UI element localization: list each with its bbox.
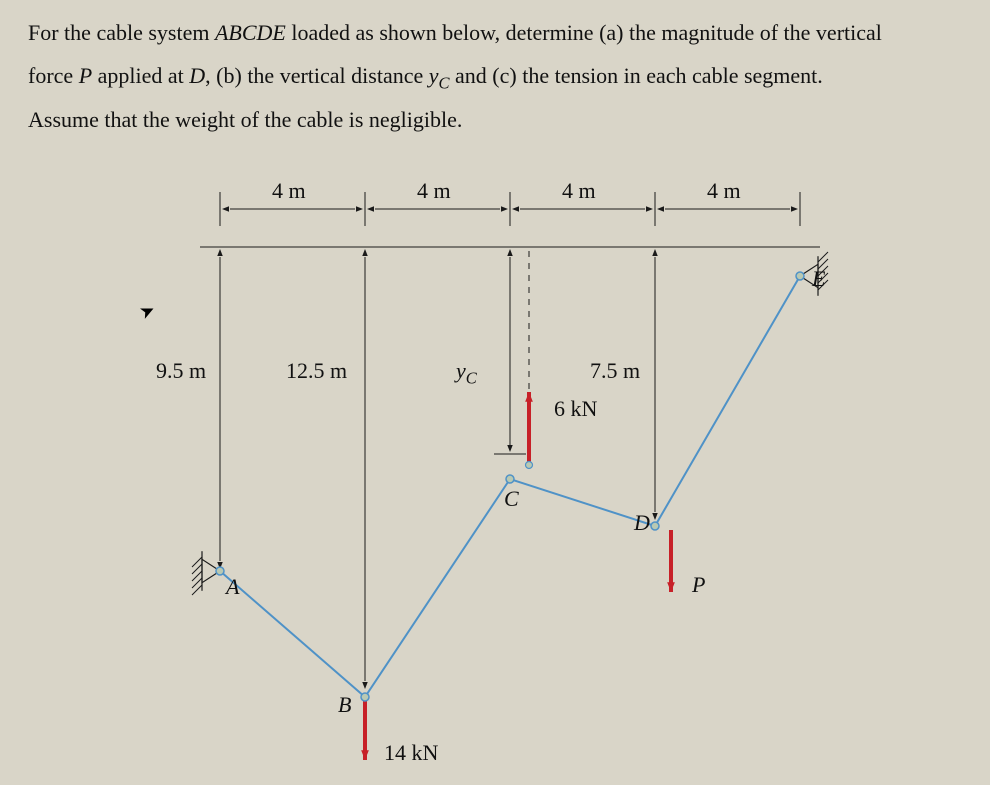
- point-C-label: C: [504, 486, 519, 512]
- point-B-label: B: [338, 692, 351, 718]
- problem-statement: For the cable system ABCDE loaded as sho…: [28, 12, 970, 142]
- yc-y: y: [456, 358, 466, 383]
- t2h: and (c) the tension in each cable segmen…: [450, 63, 823, 88]
- force-6kn-label: 6 kN: [554, 396, 597, 422]
- dim-v-D: 7.5 m: [590, 358, 640, 384]
- point-A-label: A: [226, 574, 239, 600]
- dim-top-3: 4 m: [707, 178, 741, 204]
- t2e: , (b) the vertical distance: [205, 63, 429, 88]
- t2d: D: [189, 63, 205, 88]
- point-D-label: D: [634, 510, 650, 536]
- yc-c: C: [466, 368, 477, 387]
- dim-top-1: 4 m: [417, 178, 451, 204]
- dim-top-2: 4 m: [562, 178, 596, 204]
- dim-v-A: 9.5 m: [156, 358, 206, 384]
- t1c: loaded as shown below, determine (a) the…: [286, 20, 882, 45]
- point-E-label: E: [812, 266, 825, 292]
- force-14kn-label: 14 kN: [384, 740, 438, 766]
- t2c: applied at: [92, 63, 189, 88]
- dim-v-B: 12.5 m: [286, 358, 347, 384]
- t2a: force: [28, 63, 79, 88]
- t2b: P: [79, 63, 92, 88]
- t2g: C: [439, 73, 450, 92]
- dim-v-C: yC: [456, 358, 477, 388]
- force-P-label: P: [692, 572, 705, 598]
- cursor-icon: ➤: [136, 299, 159, 324]
- t1b: ABCDE: [215, 20, 286, 45]
- t2f: y: [429, 63, 439, 88]
- t3: Assume that the weight of the cable is n…: [28, 107, 462, 132]
- t1a: For the cable system: [28, 20, 215, 45]
- dim-top-0: 4 m: [272, 178, 306, 204]
